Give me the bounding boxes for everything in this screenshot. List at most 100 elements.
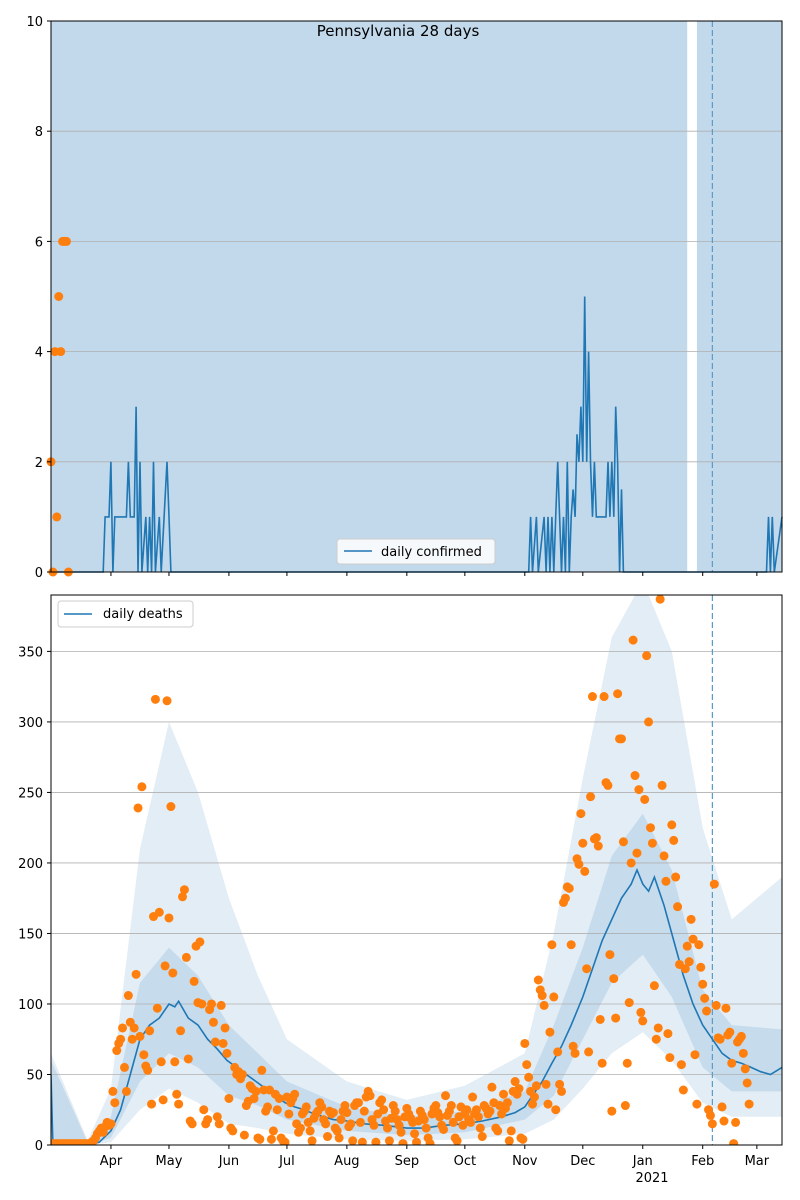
deaths-x-tick-label: Dec bbox=[570, 1154, 595, 1169]
deaths-observed-point bbox=[394, 1120, 404, 1130]
deaths-observed-point bbox=[663, 1029, 673, 1039]
deaths-observed-point bbox=[168, 968, 178, 978]
deaths-observed-point bbox=[207, 999, 217, 1009]
deaths-x-tick-label: Feb bbox=[691, 1154, 714, 1169]
deaths-observed-point bbox=[137, 782, 147, 792]
deaths-observed-point bbox=[112, 1046, 122, 1056]
deaths-observed-point bbox=[686, 914, 696, 924]
deaths-observed-point bbox=[272, 1105, 282, 1115]
deaths-observed-point bbox=[528, 1099, 538, 1109]
deaths-observed-point bbox=[321, 1119, 331, 1129]
deaths-observed-point bbox=[290, 1089, 300, 1099]
deaths-observed-point bbox=[595, 1014, 605, 1024]
confirmed-plot-frame bbox=[50, 20, 783, 573]
deaths-observed-point bbox=[108, 1086, 118, 1096]
deaths-observed-point bbox=[587, 692, 597, 702]
deaths-observed-point bbox=[441, 1091, 451, 1101]
deaths-observed-point bbox=[676, 1060, 686, 1070]
deaths-observed-point bbox=[317, 1102, 327, 1112]
deaths-observed-point bbox=[564, 883, 574, 893]
deaths-observed-point bbox=[566, 940, 576, 950]
deaths-observed-point bbox=[216, 1000, 226, 1010]
deaths-observed-point bbox=[257, 1065, 267, 1075]
deaths-observed-point bbox=[620, 1101, 630, 1111]
deaths-observed-point bbox=[622, 1058, 632, 1068]
deaths-observed-point bbox=[133, 803, 143, 813]
confirmed-band-0 bbox=[51, 21, 688, 572]
deaths-y-tick-label: 250 bbox=[18, 786, 43, 801]
deaths-observed-point bbox=[154, 907, 164, 917]
deaths-observed-point bbox=[342, 1108, 352, 1118]
deaths-observed-point bbox=[543, 1099, 553, 1109]
deaths-observed-point bbox=[618, 837, 628, 847]
deaths-observed-points bbox=[51, 595, 754, 1145]
deaths-observed-point bbox=[129, 1023, 139, 1033]
deaths-observed-point bbox=[688, 934, 698, 944]
deaths-x-axis: Apr May Jun Jul Aug Sep Oct Nov Dec Jan Feb Mar bbox=[100, 1145, 770, 1169]
deaths-observed-point bbox=[214, 1119, 224, 1129]
deaths-observed-point bbox=[603, 780, 613, 790]
deaths-observed-point bbox=[183, 1054, 193, 1064]
deaths-x-tick-label: Jul bbox=[278, 1154, 295, 1169]
deaths-observed-point bbox=[382, 1123, 392, 1133]
deaths-legend-box bbox=[57, 600, 194, 628]
deaths-observed-point bbox=[719, 1116, 729, 1126]
deaths-observed-point bbox=[570, 1048, 580, 1058]
deaths-observed-point bbox=[742, 1078, 752, 1088]
deaths-observed-point bbox=[700, 993, 710, 1003]
deaths-observed-point bbox=[613, 689, 623, 699]
deaths-observed-point bbox=[458, 1120, 468, 1130]
confirmed-y-axis: 0 2 4 6 8 10 bbox=[26, 15, 51, 581]
confirmed-y-tick-label: 10 bbox=[26, 15, 43, 30]
deaths-observed-point bbox=[390, 1106, 400, 1116]
deaths-observed-point bbox=[377, 1095, 387, 1105]
confirmed-y-tick-label: 8 bbox=[35, 125, 43, 140]
deaths-inner-band bbox=[51, 813, 782, 1145]
confirmed-observed-point bbox=[52, 512, 62, 522]
deaths-observed-point bbox=[533, 975, 543, 985]
deaths-observed-point bbox=[557, 1086, 567, 1096]
deaths-observed-point bbox=[203, 1115, 213, 1125]
deaths-observed-point bbox=[609, 974, 619, 984]
deaths-observed-point bbox=[636, 1007, 646, 1017]
deaths-y-tick-label: 0 bbox=[35, 1139, 43, 1154]
deaths-observed-point bbox=[611, 1013, 621, 1023]
deaths-observed-point bbox=[410, 1129, 420, 1139]
deaths-observed-point bbox=[729, 1139, 739, 1145]
confirmed-legend-box bbox=[336, 538, 496, 565]
deaths-observed-point bbox=[452, 1136, 462, 1145]
deaths-observed-point bbox=[439, 1124, 449, 1134]
deaths-observed-point bbox=[493, 1126, 503, 1136]
deaths-observed-point bbox=[520, 1038, 530, 1048]
deaths-observed-point bbox=[166, 802, 176, 812]
deaths-observed-point bbox=[684, 957, 694, 967]
deaths-observed-point bbox=[127, 1034, 137, 1044]
deaths-observed-point bbox=[661, 876, 671, 886]
deaths-observed-point bbox=[673, 902, 683, 912]
deaths-observed-point bbox=[139, 1050, 149, 1060]
deaths-y-tick-label: 350 bbox=[18, 645, 43, 660]
deaths-observed-point bbox=[419, 1115, 429, 1125]
deaths-observed-point bbox=[721, 1003, 731, 1013]
deaths-observed-point bbox=[448, 1117, 458, 1127]
deaths-observed-point bbox=[738, 1048, 748, 1058]
deaths-observed-point bbox=[239, 1130, 249, 1140]
deaths-observed-point bbox=[170, 1057, 180, 1067]
deaths-x-tick-label: Aug bbox=[334, 1154, 359, 1169]
deaths-observed-point bbox=[638, 1016, 648, 1026]
deaths-observed-point bbox=[667, 820, 677, 830]
deaths-observed-point bbox=[396, 1127, 406, 1137]
deaths-observed-point bbox=[504, 1136, 514, 1145]
deaths-observed-point bbox=[150, 694, 160, 704]
deaths-observed-point bbox=[531, 1081, 541, 1091]
deaths-observed-point bbox=[274, 1093, 284, 1103]
deaths-observed-point bbox=[348, 1136, 358, 1145]
confirmed-chart: 0 2 4 6 8 10 Pennsylvania 28 days daily confi… bbox=[26, 15, 783, 581]
confirmed-chart-title: Pennsylvania 28 days bbox=[317, 22, 480, 40]
deaths-observed-point bbox=[121, 1086, 131, 1096]
deaths-observed-point bbox=[709, 879, 719, 889]
confirmed-y-tick-label: 0 bbox=[35, 566, 43, 581]
deaths-observed-point bbox=[365, 1091, 375, 1101]
deaths-chart: 0 50 100 150 200 250 300 350 Apr May Jun Jul Aug Sep… bbox=[18, 594, 783, 1186]
